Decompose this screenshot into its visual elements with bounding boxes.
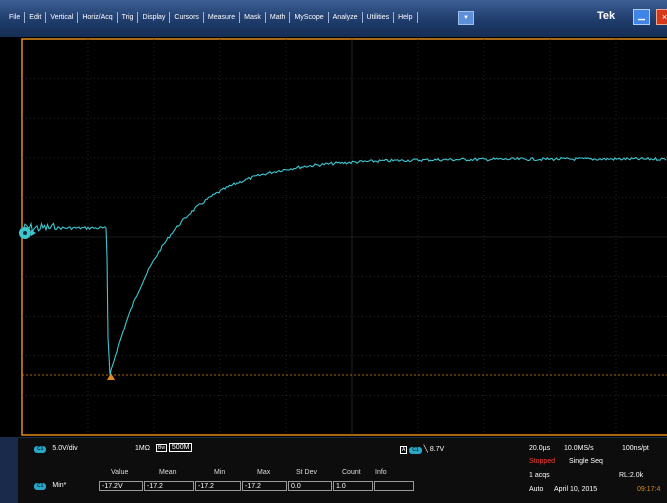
menu-bar: File Edit Vertical Horiz/Acq Trig Displa…: [0, 0, 667, 37]
measure-header-min: Min: [214, 469, 226, 476]
channel-scale-readout[interactable]: C1 5.0V/div: [34, 445, 78, 453]
falling-edge-icon: ╲: [423, 446, 428, 453]
menu-utilities[interactable]: Utilities: [363, 12, 395, 23]
graticule-display[interactable]: [0, 37, 667, 437]
menu-vertical[interactable]: Vertical: [46, 12, 79, 23]
menu-edit[interactable]: Edit: [25, 12, 47, 23]
menu-myscope[interactable]: MyScope: [290, 12, 329, 23]
graticule-svg: [19, 38, 667, 436]
menu-dropdown-button[interactable]: ▼: [458, 11, 474, 25]
menu-horiz-acq[interactable]: Horiz/Acq: [78, 12, 118, 23]
measure-header-value: Value: [111, 469, 129, 476]
measure-min: -17.2: [195, 481, 241, 491]
measure-type: Min*: [52, 482, 67, 489]
minimize-icon: ▁: [638, 10, 645, 20]
minimize-button[interactable]: ▁: [633, 9, 650, 25]
trigger-readout[interactable]: A C1 ╲ 8.7V: [400, 445, 444, 454]
acquisition-mode[interactable]: Single Seq: [569, 458, 603, 465]
measure-header-max: Max: [257, 469, 271, 476]
bandwidth-value: 500M: [168, 443, 193, 452]
trigger-mode[interactable]: Auto: [529, 486, 544, 493]
measure-header-mean: Mean: [159, 469, 177, 476]
trigger-level: 8.7V: [429, 446, 445, 453]
channel-scale: 5.0V/div: [52, 445, 78, 452]
min-marker-icon: [107, 373, 115, 380]
channel-coupling: 1MΩ: [135, 445, 150, 452]
channel-ground-marker-icon: [19, 227, 36, 239]
menu-mask[interactable]: Mask: [240, 12, 266, 23]
measure-max: -17.2: [242, 481, 287, 491]
measure-header-stdev: St Dev: [296, 469, 318, 476]
acquisition-count: 1 acqs: [529, 472, 550, 479]
measure-row-label[interactable]: C1 Min*: [34, 482, 66, 490]
measure-mean: -17.2: [144, 481, 194, 491]
status-panel: C1 5.0V/div 1MΩ Bw 500M A C1 ╲ 8.7V Valu…: [18, 438, 667, 503]
close-button[interactable]: ×: [656, 9, 667, 25]
menu-display[interactable]: Display: [138, 12, 171, 23]
measure-count: 1.0: [333, 481, 373, 491]
bandwidth-readout[interactable]: Bw 500M: [156, 443, 193, 452]
measure-header-info: Info: [375, 469, 387, 476]
record-length: RL:2.0k: [619, 472, 644, 479]
menu-help[interactable]: Help: [394, 12, 418, 23]
date-readout: April 10, 2015: [554, 486, 598, 493]
time-readout: 09:17:4: [637, 486, 661, 493]
acquisition-status: Stopped: [529, 458, 556, 465]
chevron-down-icon: ▼: [463, 15, 469, 21]
menu-trig[interactable]: Trig: [118, 12, 139, 23]
menu-measure[interactable]: Measure: [204, 12, 241, 23]
menu-cursors[interactable]: Cursors: [170, 12, 204, 23]
menu-math[interactable]: Math: [266, 12, 291, 23]
measure-stdev: 0.0: [288, 481, 332, 491]
measure-channel-badge: C1: [34, 483, 47, 490]
close-icon: ×: [661, 12, 667, 22]
bandwidth-limit-icon: Bw: [156, 444, 167, 452]
menu-list: File Edit Vertical Horiz/Acq Trig Displa…: [5, 12, 418, 23]
measure-info: [374, 481, 414, 491]
channel-badge: C1: [34, 446, 47, 453]
brand-logo: Tek: [597, 10, 616, 22]
waveform-trace: [21, 156, 667, 376]
time-per-point: 100ns/pt: [622, 445, 649, 452]
trigger-a-icon: A: [400, 446, 408, 454]
timebase-scale[interactable]: 20.0µs: [529, 445, 551, 452]
menu-analyze[interactable]: Analyze: [329, 12, 363, 23]
sample-rate: 10.0MS/s: [564, 445, 594, 452]
trigger-channel-badge: C1: [409, 447, 422, 454]
menu-file[interactable]: File: [5, 12, 26, 23]
measure-header-count: Count: [342, 469, 361, 476]
measure-value: -17.2V: [99, 481, 143, 491]
grid-lines: [22, 39, 667, 435]
